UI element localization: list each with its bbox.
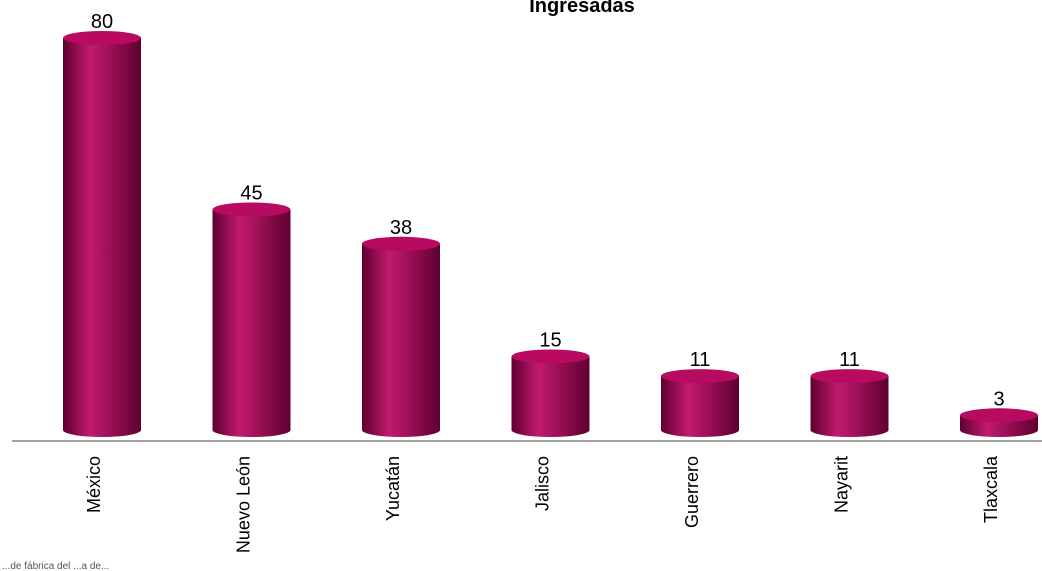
bar-body-0 — [63, 38, 141, 437]
bar-body-1 — [212, 209, 291, 437]
x-tick-label-6: Tlaxcala — [981, 455, 1001, 523]
bar-5: 11 — [810, 349, 889, 437]
x-tick-label-1: Nuevo León — [234, 456, 254, 553]
bar-body-2 — [362, 243, 440, 437]
bar-6: 3 — [960, 388, 1038, 437]
bar-top-4 — [661, 369, 739, 384]
bar-body-5 — [810, 376, 889, 437]
bar-top-3 — [511, 349, 590, 364]
data-label-4: 11 — [690, 349, 711, 371]
data-label-0: 80 — [91, 11, 113, 33]
x-tick-label-5: Nayarit — [832, 456, 852, 513]
bar-body-3 — [511, 356, 590, 437]
bar-top-0 — [63, 31, 141, 45]
data-label-2: 38 — [390, 217, 412, 239]
bars-group: 80 45 38 15 11 11 3 — [63, 11, 1038, 437]
x-tick-label-3: Jalisco — [533, 456, 553, 511]
bar-1: 45 — [212, 183, 291, 437]
bar-top-1 — [212, 202, 291, 217]
bar-0: 80 — [63, 11, 141, 437]
data-label-1: 45 — [240, 183, 262, 205]
bar-top-6 — [960, 408, 1038, 423]
data-label-6: 3 — [993, 388, 1004, 410]
x-axis-labels: México Nuevo León Yucatán Jalisco Guerrero Na… — [84, 455, 1001, 553]
bar-top-2 — [362, 236, 440, 251]
bar-2: 38 — [362, 217, 440, 437]
bar-top-5 — [810, 369, 889, 384]
bar-4: 11 — [661, 349, 739, 437]
x-tick-label-2: Yucatán — [383, 456, 403, 521]
data-label-5: 11 — [839, 349, 860, 371]
chart-title: Ingresadas — [529, 0, 635, 17]
bar-3: 15 — [511, 330, 590, 437]
bar-body-4 — [661, 376, 739, 437]
x-tick-label-4: Guerrero — [682, 456, 702, 528]
x-tick-label-0: México — [84, 456, 104, 513]
footnote: ...de fábrica del ...a de... — [2, 561, 109, 571]
data-label-3: 15 — [539, 330, 561, 352]
